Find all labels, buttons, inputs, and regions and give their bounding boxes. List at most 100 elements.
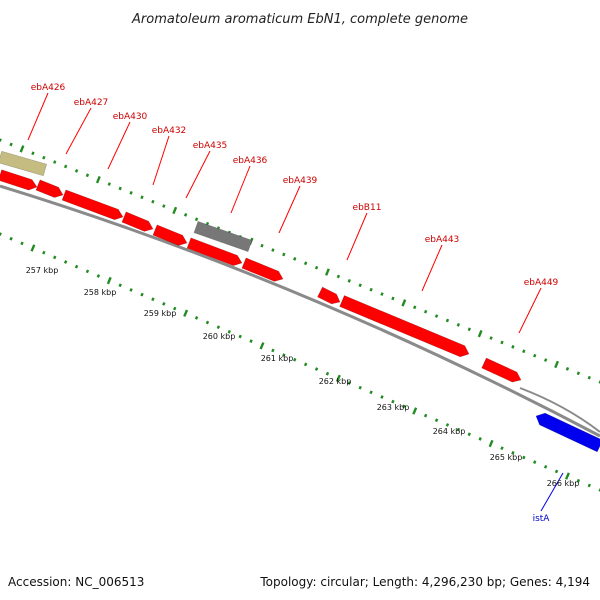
inner-ring-minor-tick [500, 446, 504, 451]
gene-label-eba430: ebA430 [113, 112, 148, 122]
scale-label: 259 kbp [144, 309, 177, 318]
inner-ring-minor-tick [129, 288, 133, 292]
outer-ring-minor-tick [391, 296, 395, 301]
outer-ring-minor-tick [533, 353, 537, 358]
outer-ring-minor-tick [522, 349, 526, 354]
outer-ring-minor-tick [31, 151, 35, 156]
inner-ring-minor-tick [227, 329, 231, 334]
scale-label: 264 kbp [433, 427, 466, 436]
inner-ring-minor-tick [314, 367, 319, 371]
outer-ring-minor-tick [107, 182, 111, 186]
outer-ring-minor-tick [194, 217, 199, 222]
inner-ring-minor-tick [194, 316, 199, 320]
forward-gene [241, 257, 284, 282]
outer-ring-minor-tick [587, 375, 591, 380]
outer-ring-minor-tick [380, 292, 384, 296]
pseudo-gene [193, 220, 253, 253]
outer-ring-minor-tick [151, 199, 155, 204]
inner-ring-minor-tick [325, 371, 330, 376]
scale-label: 265 kbp [490, 453, 523, 462]
outer-ring-minor-tick [467, 327, 471, 332]
outer-ring-minor-tick [42, 155, 46, 160]
gene-label-eba443: ebA443 [425, 235, 460, 245]
gene-label-ista: istA [533, 514, 551, 524]
outer-ring-minor-tick [576, 371, 581, 376]
scale-label: 261 kbp [261, 354, 294, 363]
inner-ring-minor-tick [20, 241, 24, 246]
gene-label-leader-line [518, 287, 542, 334]
outer-ring-minor-tick [85, 173, 90, 178]
inner-ring-minor-tick [402, 404, 406, 409]
gene-label-leader-line [27, 92, 49, 141]
inner-ring-minor-tick [533, 460, 537, 465]
forward-gene [317, 286, 341, 305]
inner-ring-minor-tick [598, 488, 600, 492]
inner-ring-minor-tick [303, 362, 308, 367]
inner-ring-major-tick [488, 439, 494, 448]
inner-ring-minor-tick [511, 450, 515, 455]
forward-gene [0, 169, 38, 191]
scale-label: 258 kbp [84, 288, 117, 297]
inner-ring-minor-tick [271, 348, 275, 353]
gene-label-eba439: ebA439 [283, 176, 318, 186]
inner-ring-minor-tick [434, 418, 439, 423]
inner-ring-minor-tick [53, 255, 57, 260]
outer-ring-minor-tick [423, 309, 428, 314]
accession-text: Accession: NC_006513 [8, 575, 144, 589]
forward-gene [481, 357, 522, 383]
inner-tick-ring [0, 232, 600, 492]
outer-ring-minor-tick [500, 340, 504, 345]
outer-ring-minor-tick [511, 345, 515, 349]
inner-ring-minor-tick [456, 427, 461, 432]
inner-ring-minor-tick [205, 320, 210, 325]
scale-label: 260 kbp [203, 332, 236, 341]
inner-ring-minor-tick [0, 232, 2, 236]
outer-ring-minor-tick [489, 336, 493, 340]
outer-ring-minor-tick [183, 213, 188, 217]
outer-ring-major-tick [554, 360, 559, 369]
outer-ring-minor-tick [456, 323, 461, 327]
gene-label-eba435: ebA435 [193, 141, 228, 151]
outer-ring-major-tick [401, 299, 407, 307]
outer-ring-major-tick [172, 206, 178, 215]
inner-ring-major-tick [335, 374, 341, 383]
forward-gene [121, 211, 154, 232]
inner-ring-minor-tick [347, 381, 351, 385]
rna-feature [0, 150, 48, 177]
gene-label-eba432: ebA432 [152, 126, 187, 136]
inner-ring-minor-tick [96, 274, 101, 278]
outer-ring-minor-tick [347, 279, 351, 283]
inner-ring-major-tick [183, 309, 189, 317]
outer-ring-minor-tick [53, 160, 57, 164]
scale-label: 257 kbp [26, 266, 59, 275]
outer-ring-minor-tick [358, 283, 362, 288]
inner-ring-minor-tick [85, 269, 90, 274]
outer-ring-minor-tick [543, 358, 548, 362]
inner-ring-minor-tick [282, 353, 286, 357]
outer-ring-major-tick [95, 175, 101, 184]
outer-ring-minor-tick [0, 138, 2, 142]
gene-labels: ebA426 ebA427 ebA430 ebA432 ebA435 ebA436 ebA4… [27, 83, 564, 524]
gene-label-eba427: ebA427 [74, 98, 109, 108]
gene-label-eba449: ebA449 [524, 278, 559, 288]
outer-ring-minor-tick [271, 248, 275, 252]
inner-ring-major-tick [564, 472, 570, 480]
backbone-line [0, 184, 600, 438]
gene-label-leader-line [107, 121, 131, 170]
inner-ring-minor-tick [216, 325, 221, 330]
inner-ring-minor-tick [576, 478, 581, 483]
outer-tick-ring [0, 138, 600, 384]
outer-ring-major-tick [477, 329, 483, 338]
gene-label-leader-line [230, 165, 251, 214]
inner-ring-minor-tick [543, 464, 548, 469]
outer-ring-major-tick [19, 145, 25, 153]
scale-label: 263 kbp [377, 403, 410, 412]
inner-ring-minor-tick [554, 469, 559, 474]
gene-features [0, 150, 600, 453]
inner-ring-minor-tick [293, 357, 297, 362]
inner-ring-minor-tick [358, 385, 362, 390]
outer-ring-minor-tick [9, 142, 13, 147]
outer-ring-minor-tick [369, 287, 373, 292]
inner-ring-minor-tick [173, 306, 177, 311]
gene-label-leader-line [421, 244, 443, 292]
